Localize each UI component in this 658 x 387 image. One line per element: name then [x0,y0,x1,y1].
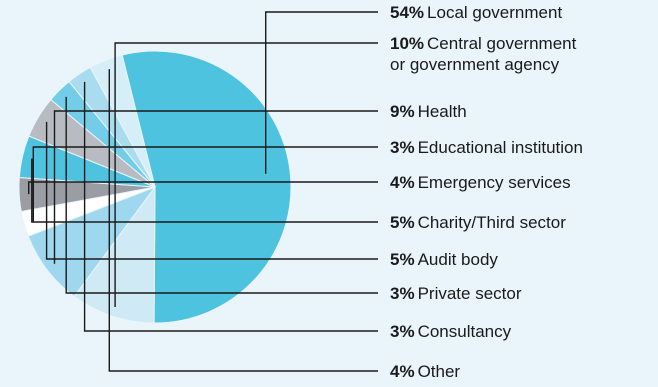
leader-line-6 [45,121,378,260]
leader-line-8 [83,81,378,332]
slice-percent-7: 3% [390,284,415,303]
leader-line-2 [53,110,378,264]
slice-category-5-line-0: Charity/Third sector [418,213,567,232]
slice-label-7: 3% Private sector [390,284,522,303]
leader-line-9 [108,69,378,372]
slice-category-4-line-0: Emergency services [418,173,571,192]
leader-line-3 [32,146,378,222]
slice-category-3-line-0: Educational institution [418,138,583,157]
slice-label-4: 4% Emergency services [390,173,571,192]
slice-label-0: 54% Local government [390,3,562,22]
slice-label-9: 4% Other [390,362,460,381]
leader-line-7 [65,96,378,294]
slice-category-0-line-0: Local government [427,3,562,22]
pie-slices [18,50,292,324]
leader-line-4 [28,181,378,195]
leader-line-5 [31,158,378,223]
slice-label-8: 3% Consultancy [390,322,512,341]
slice-percent-6: 5% [390,250,415,269]
slice-label-2: 9% Health [390,102,467,121]
slice-percent-0: 54% [390,3,424,22]
pie-slice-0 [121,50,292,324]
slice-percent-5: 5% [390,213,415,232]
slice-category-7-line-0: Private sector [418,284,522,303]
slice-category-9-line-0: Other [418,362,461,381]
leader-lines [28,11,378,372]
slice-percent-9: 4% [390,362,415,381]
slice-category-1-line-1: or government agency [390,55,560,74]
slice-percent-2: 9% [390,102,415,121]
pie-slice-9 [89,54,156,188]
slice-category-1-line-0: Central government [427,34,577,53]
slice-category-8-line-0: Consultancy [418,322,512,341]
slice-category-2-line-0: Health [418,102,467,121]
leader-line-1 [114,42,378,307]
slice-category-6-line-0: Audit body [418,250,499,269]
slice-percent-1: 10% [390,34,424,53]
slice-label-1: 10% Central government or government agenc… [390,34,577,74]
slice-percent-4: 4% [390,173,415,192]
slice-label-3: 3% Educational institution [390,138,583,157]
slice-percent-8: 3% [390,322,415,341]
leader-line-0 [265,11,378,174]
slice-label-6: 5% Audit body [390,250,498,269]
slice-label-5: 5% Charity/Third sector [390,213,566,232]
slice-percent-3: 3% [390,138,415,157]
